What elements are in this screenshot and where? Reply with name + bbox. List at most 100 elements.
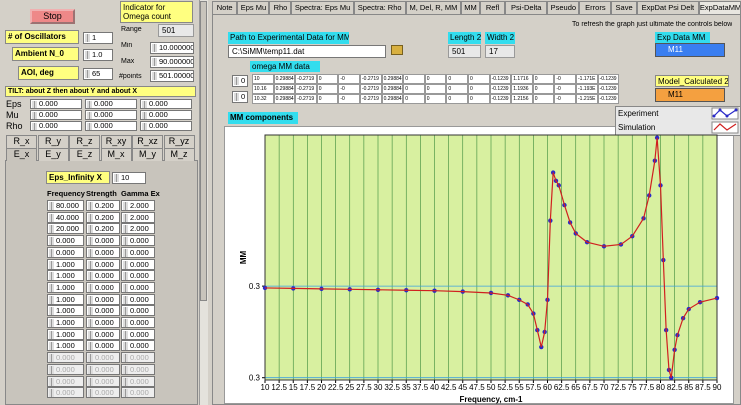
tilt-input[interactable]: 0.000: [30, 110, 82, 120]
oscillator-cell[interactable]: 0.000: [121, 317, 155, 328]
oscillator-cell[interactable]: 0.000: [86, 258, 120, 270]
oscillator-cell[interactable]: 0.000: [86, 235, 120, 247]
oscillator-cell[interactable]: 0.000: [86, 317, 120, 328]
oscillator-cell[interactable]: 0.000: [47, 246, 84, 258]
scrollbar-thumb[interactable]: [200, 1, 207, 301]
oscillator-cell[interactable]: 0.000: [121, 270, 155, 282]
array-index[interactable]: 0: [232, 91, 248, 103]
oscillator-cell[interactable]: 0.000: [121, 363, 155, 375]
oscillator-cell[interactable]: 0.000: [86, 281, 120, 293]
aoi-input[interactable]: 65: [83, 68, 113, 80]
oscillator-cell[interactable]: 2.000: [121, 223, 155, 235]
oscillator-cell[interactable]: 0.000: [86, 293, 120, 305]
ambient-input[interactable]: 1.0: [83, 49, 113, 61]
oscillator-cell[interactable]: 0.000: [47, 363, 84, 375]
oscillator-cell[interactable]: 0.000: [121, 258, 155, 270]
tilt-input[interactable]: 0.000: [30, 121, 82, 131]
right-tab[interactable]: Rho: [269, 1, 292, 14]
points-input[interactable]: 501.000000: [150, 70, 194, 82]
left-tab[interactable]: E_x: [6, 148, 37, 161]
oscillator-cell[interactable]: 0.000: [121, 352, 155, 364]
oscillator-cell[interactable]: 80.000: [47, 200, 84, 211]
right-tab[interactable]: ExpDataMM: [698, 1, 741, 14]
left-tab[interactable]: R_yz: [163, 135, 195, 148]
oscillator-cell[interactable]: 0.000: [86, 328, 120, 340]
oscillator-cell[interactable]: 0.000: [121, 235, 155, 247]
right-tab[interactable]: Eps Mu: [237, 1, 270, 14]
oscillator-cell[interactable]: 20.000: [47, 223, 84, 235]
tilt-input[interactable]: 0.000: [85, 110, 137, 120]
left-tab[interactable]: M_y: [132, 148, 163, 161]
oscillator-cell[interactable]: 0.000: [121, 328, 155, 340]
oscillator-cell[interactable]: 2.000: [121, 200, 155, 211]
tilt-input[interactable]: 0.000: [85, 121, 137, 131]
left-tab[interactable]: R_xz: [132, 135, 163, 148]
oscillator-cell[interactable]: 0.000: [121, 387, 155, 399]
oscillator-cell[interactable]: 0.000: [86, 363, 120, 375]
browse-button[interactable]: [391, 45, 403, 55]
left-tab[interactable]: R_x: [6, 135, 37, 148]
oscillator-cell[interactable]: 0.000: [86, 246, 120, 258]
tilt-input[interactable]: 0.000: [140, 110, 192, 120]
oscillator-cell[interactable]: 1.000: [47, 281, 84, 293]
oscillator-cell[interactable]: 1.000: [47, 258, 84, 270]
oscillator-cell[interactable]: 0.000: [86, 387, 120, 399]
model-select[interactable]: M11: [655, 88, 725, 102]
left-tab[interactable]: E_y: [37, 148, 69, 161]
tilt-input[interactable]: 0.000: [140, 121, 192, 131]
left-tab[interactable]: R_z: [69, 135, 100, 148]
tilt-input[interactable]: 0.000: [30, 99, 82, 109]
path-input[interactable]: C:\SiMM\temp11.dat: [228, 45, 386, 58]
oscillator-cell[interactable]: 0.000: [86, 305, 120, 317]
oscillator-cell[interactable]: 1.000: [47, 270, 84, 282]
oscillator-cell[interactable]: 0.000: [121, 293, 155, 305]
stop-button[interactable]: Stop: [30, 9, 75, 24]
right-tab[interactable]: Pseudo: [547, 1, 580, 14]
oscillator-cell[interactable]: 0.000: [121, 246, 155, 258]
right-tab[interactable]: Save: [611, 1, 637, 14]
tilt-input[interactable]: 0.000: [85, 99, 137, 109]
right-tab[interactable]: Psi-Delta: [505, 1, 548, 14]
right-tab[interactable]: Spectra: Eps Mu: [291, 1, 354, 14]
oscillator-cell[interactable]: 0.000: [47, 375, 84, 387]
exp-select[interactable]: M11: [655, 43, 725, 57]
oscillator-cell[interactable]: 0.000: [47, 235, 84, 247]
left-tab[interactable]: R_y: [37, 135, 69, 148]
tilt-input[interactable]: 0.000: [140, 99, 192, 109]
right-tab[interactable]: Refl: [479, 1, 506, 14]
oscillator-cell[interactable]: 1.000: [47, 305, 84, 317]
array-index[interactable]: 0: [232, 75, 248, 87]
oscillator-cell[interactable]: 0.000: [121, 281, 155, 293]
right-tab[interactable]: ExpDat Psi Delt: [636, 1, 699, 14]
max-input[interactable]: 90.000000: [150, 56, 194, 68]
oscillator-cell[interactable]: 0.000: [47, 352, 84, 364]
left-tab[interactable]: E_z: [69, 148, 100, 161]
left-tab[interactable]: M_x: [100, 148, 132, 161]
oscillator-cell[interactable]: 1.000: [47, 328, 84, 340]
oscillator-cell[interactable]: 0.000: [47, 387, 84, 399]
right-tab[interactable]: M, Del, R, MM: [405, 1, 462, 14]
oscillator-cell[interactable]: 0.000: [121, 375, 155, 387]
right-tab[interactable]: Note: [212, 1, 238, 14]
oscillator-cell[interactable]: 2.000: [121, 211, 155, 223]
right-tab[interactable]: MM: [461, 1, 480, 14]
oscillator-cell[interactable]: 1.000: [47, 293, 84, 305]
left-tab[interactable]: R_xy: [100, 135, 132, 148]
oscillator-cell[interactable]: 0.000: [86, 375, 120, 387]
oscillator-cell[interactable]: 0.000: [86, 352, 120, 364]
oscillator-cell[interactable]: 0.000: [86, 340, 120, 352]
oscillator-cell[interactable]: 0.000: [86, 270, 120, 282]
oscillator-cell[interactable]: 0.200: [86, 223, 120, 235]
left-tab[interactable]: M_z: [163, 148, 195, 161]
oscillator-cell[interactable]: 40.000: [47, 211, 84, 223]
min-input[interactable]: 10.000000: [150, 42, 194, 54]
right-tab[interactable]: Spectra: Rho: [353, 1, 406, 14]
oscillator-cell[interactable]: 1.000: [47, 340, 84, 352]
oscillators-input[interactable]: 1: [83, 32, 113, 44]
oscillator-cell[interactable]: 0.000: [121, 340, 155, 352]
eps-inf-input[interactable]: 10: [112, 172, 146, 184]
oscillator-cell[interactable]: 1.000: [47, 317, 84, 328]
oscillator-cell[interactable]: 0.000: [121, 305, 155, 317]
right-tab[interactable]: Errors: [579, 1, 612, 14]
oscillator-cell[interactable]: 0.200: [86, 200, 120, 211]
